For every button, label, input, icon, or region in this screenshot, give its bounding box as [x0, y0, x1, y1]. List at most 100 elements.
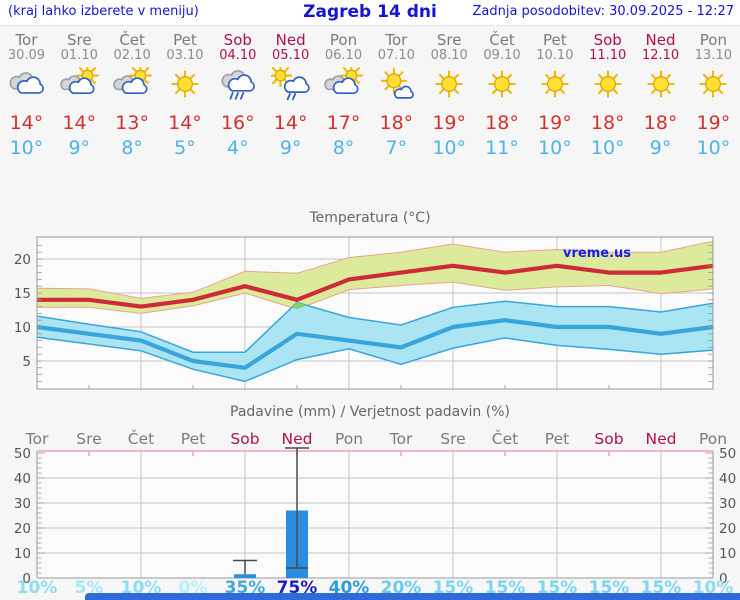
temp-min: 11°	[485, 137, 519, 159]
sunny-icon	[581, 65, 634, 109]
day-date: 09.10	[483, 48, 521, 63]
temp-max: 14°	[9, 112, 44, 134]
day-name: Tor	[15, 31, 38, 49]
max-temp-line	[37, 263, 714, 309]
watermark[interactable]: vreme.us	[563, 246, 631, 261]
svg-text:Pet: Pet	[545, 430, 569, 448]
temp-max: 18°	[485, 112, 519, 134]
svg-text:10: 10	[719, 546, 736, 562]
svg-text:15: 15	[14, 286, 31, 302]
day-column[interactable]: Sre 01.10 14° 9°	[53, 31, 106, 162]
temperature-chart: 5 10 15 20 Temperatura (°C) vreme.us	[14, 210, 714, 390]
temp-min: 9°	[279, 137, 302, 159]
temp-min: 9°	[649, 137, 672, 159]
day-name: Sre	[436, 31, 462, 49]
band-overlap-patch	[291, 302, 308, 310]
temp-max: 13°	[115, 112, 149, 134]
sun-cloud-icon	[106, 65, 159, 109]
sun-rain-icon	[264, 65, 317, 109]
min-temp-line	[36, 318, 714, 370]
temp-min: 9°	[68, 137, 91, 159]
day-name: Pon	[329, 31, 358, 49]
day-column[interactable]: Pon 13.10 19° 10°	[687, 31, 740, 162]
temp-min: 10°	[696, 137, 731, 159]
day-column[interactable]: Ned 05.10 14° 9°	[264, 31, 317, 162]
day-date: 08.10	[430, 48, 468, 63]
temp-max: 19°	[696, 112, 731, 134]
svg-text:0: 0	[22, 571, 31, 587]
day-date: 07.10	[377, 48, 415, 63]
sun-cloud-icon	[317, 65, 370, 109]
precip-axis-ticks	[37, 452, 713, 574]
svg-text:20: 20	[14, 521, 31, 537]
temp-chart-title: Temperatura (°C)	[308, 210, 430, 226]
temp-min: 8°	[121, 137, 143, 159]
day-name: Čet	[119, 31, 145, 49]
precip-bar	[234, 574, 256, 578]
svg-text:40: 40	[719, 471, 736, 487]
temp-min: 10°	[590, 137, 625, 159]
svg-text:0: 0	[719, 571, 728, 587]
svg-text:Sre: Sre	[440, 430, 465, 448]
svg-text:Tor: Tor	[389, 430, 413, 448]
precip-plot-area	[37, 451, 713, 578]
temp-min: 10°	[9, 137, 44, 159]
day-date: 06.10	[324, 48, 363, 63]
day-date: 03.10	[166, 48, 204, 63]
page-title: Zagreb 14 dni	[303, 2, 437, 22]
forecast-strip: Tor 30.09 14° 10° Sre 01.10 14° 9° Čet 0…	[0, 31, 740, 162]
svg-text:50: 50	[14, 446, 31, 462]
day-column[interactable]: Pon 06.10 17° 8°	[317, 31, 370, 162]
precip-y-axis-labels: 0 0 10 10 20 20 30 30 40 40 50 50	[14, 446, 736, 587]
svg-text:10: 10	[14, 546, 31, 562]
bottom-banner-edge[interactable]	[85, 593, 740, 600]
temp-min: 8°	[332, 137, 355, 159]
sun-cloud-icon	[53, 65, 106, 109]
temp-max: 18°	[643, 112, 678, 134]
day-column[interactable]: Pet 10.10 19° 10°	[528, 31, 581, 162]
page-header: (kraj lahko izberete v meniju) Zagreb 14…	[0, 0, 740, 26]
day-column[interactable]: Ned 12.10 18° 9°	[634, 31, 687, 162]
day-name: Sre	[66, 31, 92, 49]
temp-max: 18°	[590, 112, 625, 134]
last-update-timestamp: Zadnja posodobitev: 30.09.2025 - 12:27	[472, 4, 734, 19]
day-column[interactable]: Čet 02.10 13° 8°	[106, 31, 159, 162]
svg-text:Sob: Sob	[230, 430, 259, 448]
svg-text:Sob: Sob	[594, 430, 623, 448]
svg-text:Pon: Pon	[699, 430, 727, 448]
day-column[interactable]: Čet 09.10 18° 11°	[476, 31, 529, 162]
day-column[interactable]: Sre 08.10 19° 10°	[423, 31, 476, 162]
rain-icon	[211, 65, 264, 109]
day-column[interactable]: Tor 30.09 14° 10°	[0, 31, 53, 162]
svg-text:Ned: Ned	[282, 430, 313, 448]
day-name: Pon	[699, 31, 727, 49]
day-date: 01.10	[60, 48, 98, 63]
temp-max: 18°	[379, 112, 414, 134]
svg-text:Ned: Ned	[646, 430, 677, 448]
precip-day-labels: Tor Sre Čet Pet Sob Ned Pon Tor Sre Čet Pet Sob Ned P…	[25, 429, 727, 448]
svg-text:Pon: Pon	[335, 430, 363, 448]
day-column[interactable]: Sob 04.10 16° 4°	[211, 31, 264, 162]
day-date: 02.10	[113, 48, 151, 63]
day-column[interactable]: Sob 11.10 18° 10°	[581, 31, 634, 162]
temp-min: 5°	[174, 137, 196, 159]
sunny-icon	[687, 65, 740, 109]
svg-text:30: 30	[14, 496, 31, 512]
svg-text:10%: 10%	[17, 578, 58, 598]
svg-text:10: 10	[14, 320, 31, 336]
temp-min: 10°	[432, 137, 467, 159]
svg-text:30: 30	[719, 496, 736, 512]
day-column[interactable]: Pet 03.10 14° 5°	[159, 31, 212, 162]
temp-y-axis-labels: 5 10 15 20	[14, 252, 31, 370]
sunny-icon	[159, 65, 212, 109]
temp-min: 4°	[227, 137, 249, 159]
day-name: Sob	[593, 31, 622, 49]
sunny-icon	[423, 65, 476, 109]
day-name: Ned	[645, 31, 676, 49]
temp-max: 14°	[273, 112, 308, 134]
day-date: 11.10	[589, 48, 627, 63]
temp-max: 14°	[62, 112, 97, 134]
day-column[interactable]: Tor 07.10 18° 7°	[370, 31, 423, 162]
day-name: Sob	[223, 31, 252, 49]
